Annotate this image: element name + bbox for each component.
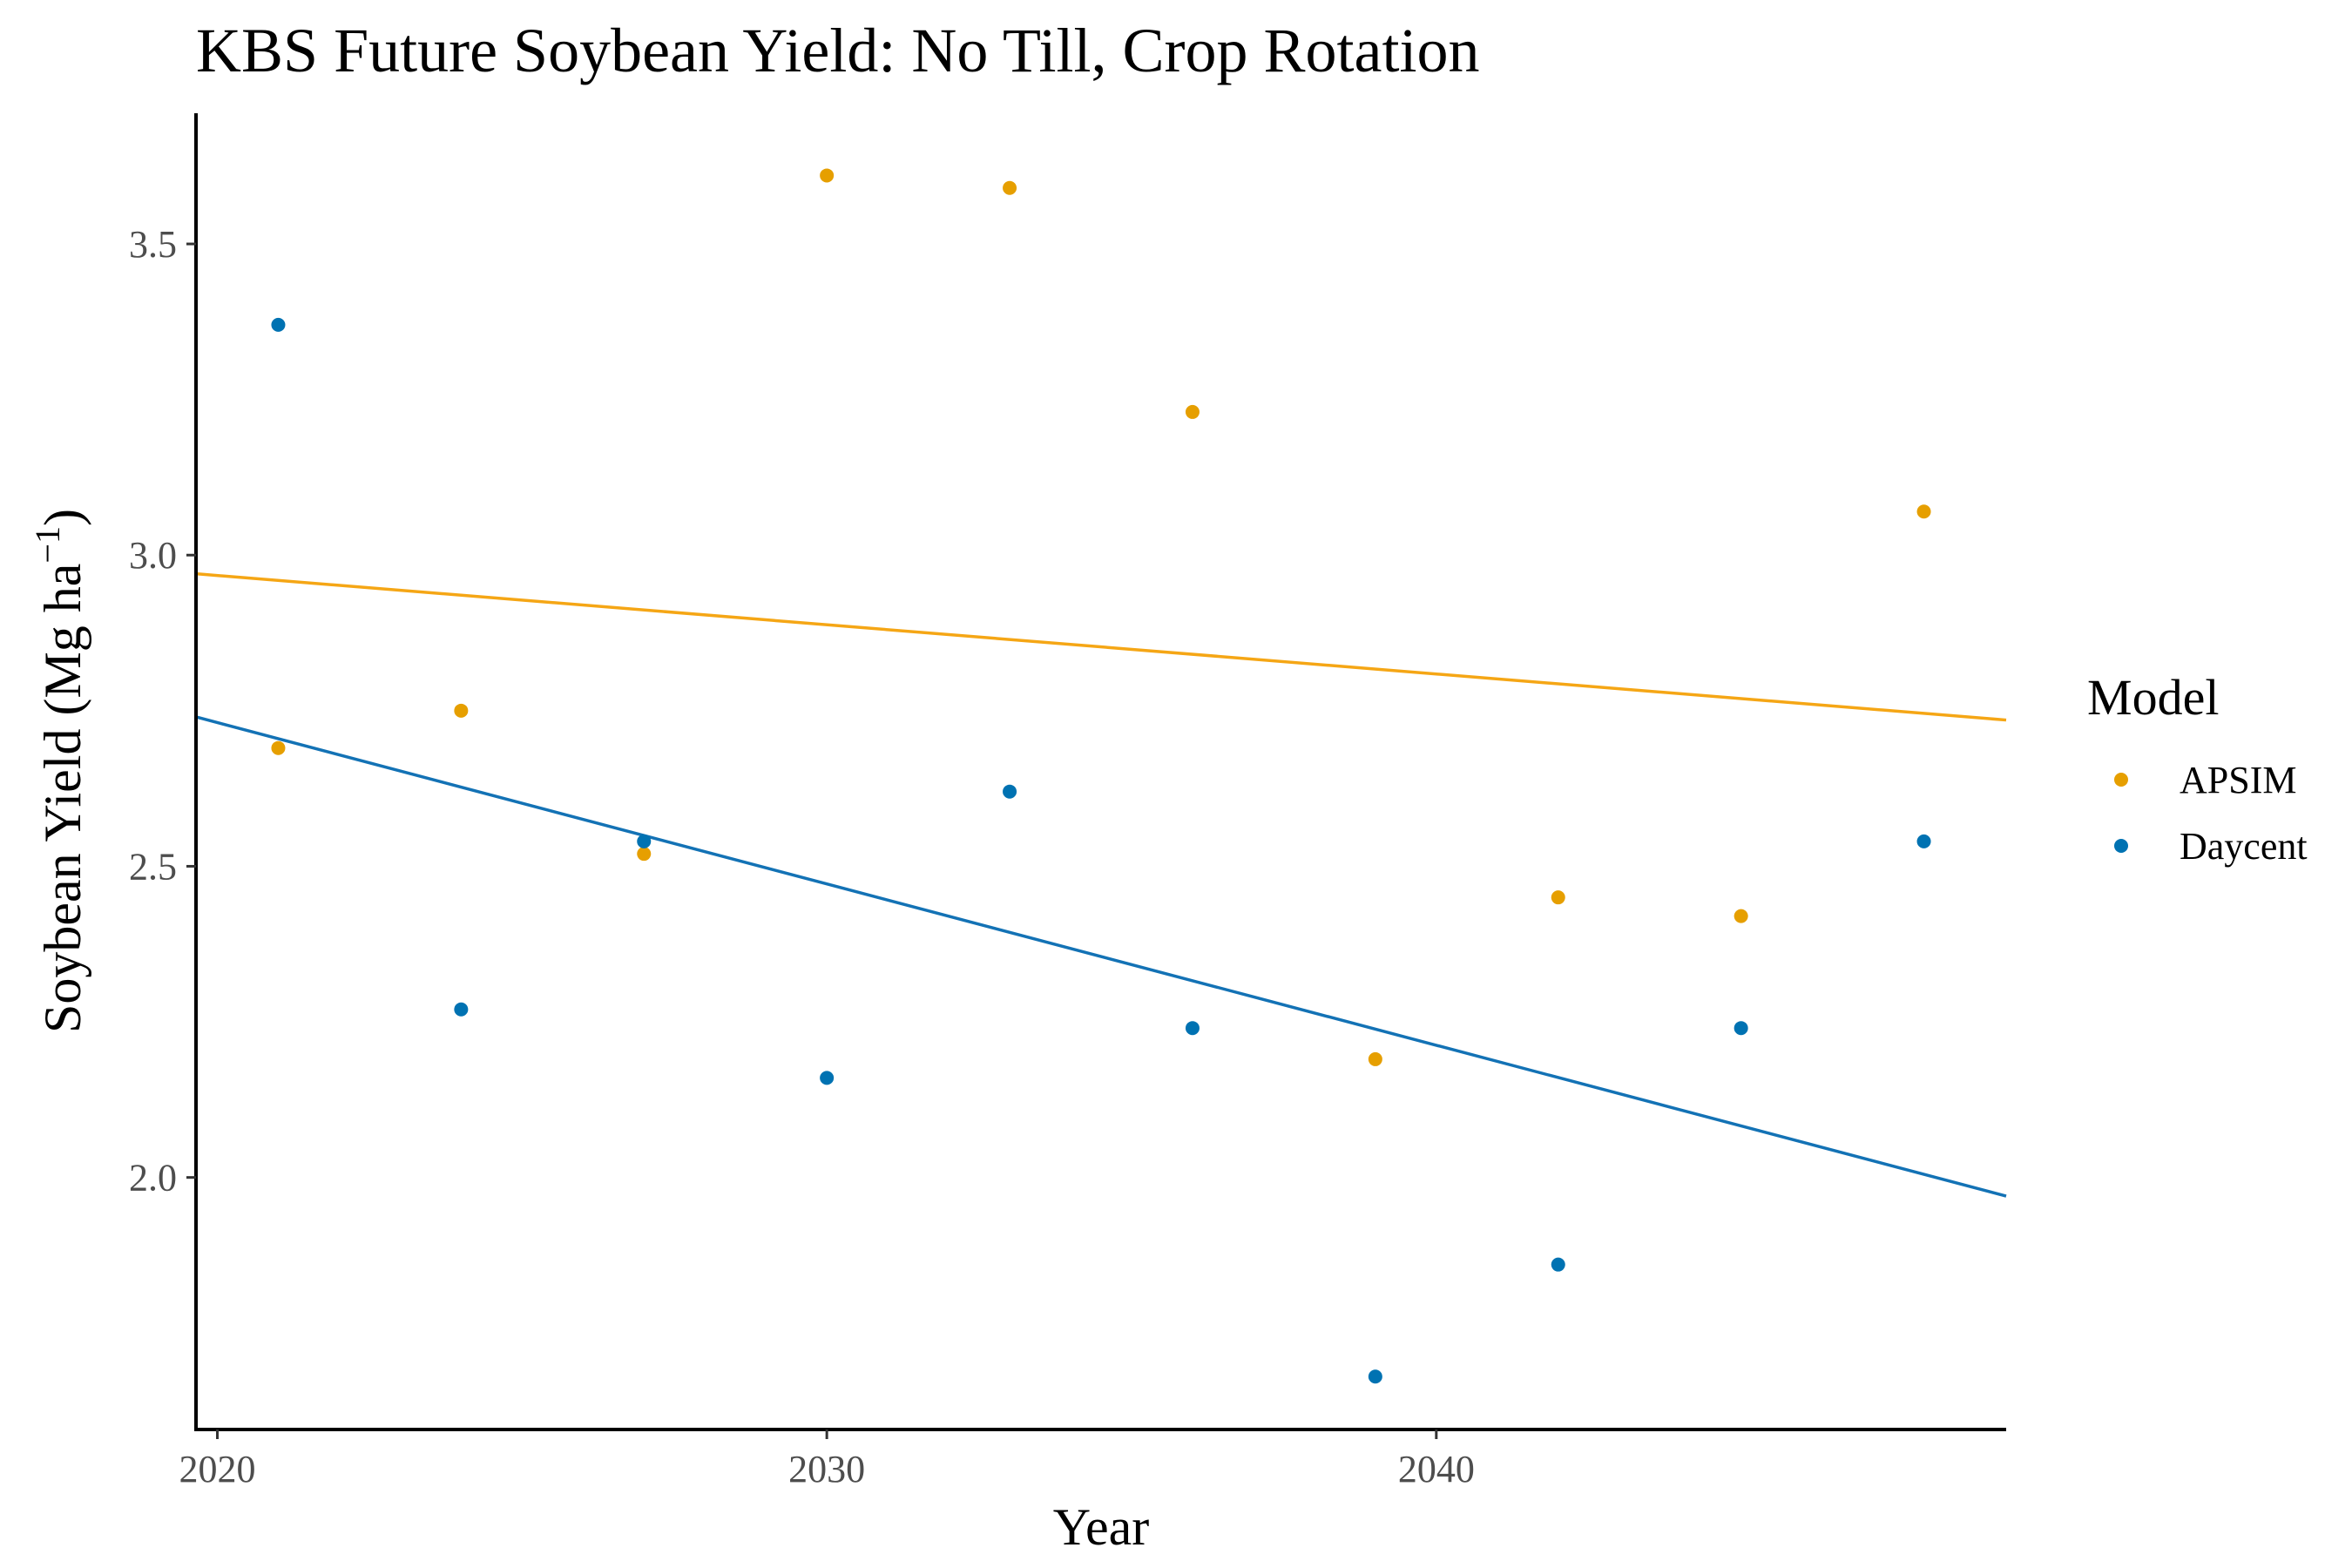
data-point-apsim bbox=[1368, 1051, 1382, 1066]
data-point-daycent bbox=[1185, 1021, 1200, 1036]
data-point-apsim bbox=[637, 847, 652, 862]
legend-title: Model bbox=[2087, 669, 2219, 726]
legend-label-apsim: APSIM bbox=[2180, 759, 2297, 801]
legend-items: APSIM Daycent bbox=[2114, 759, 2308, 868]
x-axis-title: Year bbox=[1053, 1498, 1150, 1556]
data-point-daycent bbox=[1003, 784, 1017, 799]
plot-area bbox=[195, 168, 2007, 1384]
x-tick-label: 2030 bbox=[788, 1448, 865, 1490]
y-axis-title-main: Soybean Yield (Mg ha bbox=[34, 564, 91, 1033]
data-point-apsim bbox=[454, 703, 469, 718]
y-tick-label: 2.0 bbox=[129, 1157, 177, 1200]
data-point-apsim bbox=[1551, 890, 1565, 905]
data-point-daycent bbox=[820, 1071, 835, 1085]
data-point-daycent bbox=[1734, 1021, 1748, 1036]
legend: Model APSIM Daycent bbox=[2087, 669, 2308, 868]
data-point-apsim bbox=[820, 168, 835, 183]
data-point-apsim bbox=[271, 740, 286, 755]
data-point-apsim bbox=[1734, 909, 1748, 923]
y-axis-ticks: 2.0 2.5 3.0 3.5 bbox=[129, 223, 196, 1200]
data-point-daycent bbox=[454, 1002, 469, 1017]
y-axis-title: Soybean Yield (Mg ha−1) bbox=[28, 509, 91, 1033]
data-point-apsim bbox=[1185, 404, 1200, 419]
data-point-apsim bbox=[1003, 180, 1017, 195]
legend-label-daycent: Daycent bbox=[2180, 825, 2308, 868]
data-point-daycent bbox=[1551, 1257, 1565, 1272]
trend-line-apsim bbox=[195, 571, 2007, 722]
data-point-daycent bbox=[637, 834, 652, 848]
data-point-daycent bbox=[1916, 834, 1931, 848]
x-tick-label: 2040 bbox=[1398, 1448, 1475, 1490]
y-axis-title-exponent: −1 bbox=[28, 526, 67, 564]
x-tick-label: 2020 bbox=[179, 1448, 255, 1490]
x-axis-ticks: 2020 2030 2040 bbox=[179, 1429, 1475, 1490]
y-axis-title-close: ) bbox=[34, 509, 91, 526]
y-tick-label: 2.5 bbox=[129, 845, 177, 888]
data-point-daycent bbox=[271, 317, 286, 332]
legend-key-apsim bbox=[2114, 773, 2128, 787]
data-point-daycent bbox=[1368, 1369, 1382, 1384]
y-tick-label: 3.5 bbox=[129, 223, 177, 266]
legend-key-daycent bbox=[2114, 839, 2128, 853]
trend-line-daycent bbox=[195, 715, 2007, 1198]
y-tick-label: 3.0 bbox=[129, 534, 177, 577]
chart-title: KBS Future Soybean Yield: No Till, Crop … bbox=[196, 16, 1479, 85]
data-point-apsim bbox=[1916, 504, 1931, 519]
